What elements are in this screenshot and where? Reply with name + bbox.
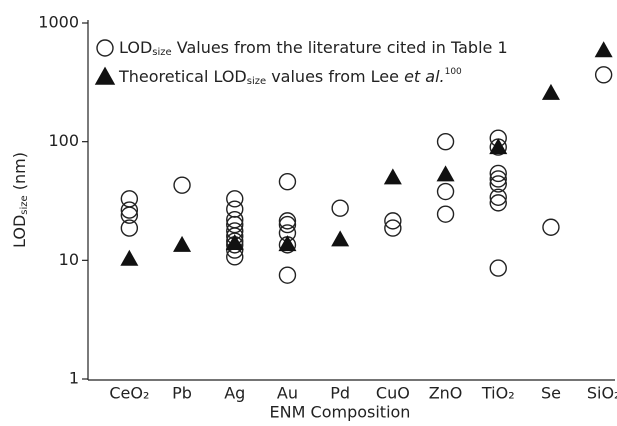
data-point	[278, 172, 297, 191]
data-point	[331, 230, 350, 247]
data-point	[594, 41, 613, 58]
y-axis-title: LODsize (nm)	[10, 152, 31, 248]
legend-marker	[96, 39, 114, 57]
data-point	[436, 165, 455, 182]
data-point	[489, 138, 508, 155]
data-point	[278, 235, 297, 252]
data-point	[489, 194, 507, 212]
x-tick-label: Pb	[172, 384, 192, 403]
data-point	[120, 249, 139, 266]
y-tick-label: 10	[59, 250, 79, 269]
data-point	[278, 212, 297, 230]
data-point	[173, 235, 192, 252]
data-point	[226, 248, 244, 266]
data-point	[120, 219, 139, 237]
text-part: (nm)	[10, 152, 29, 195]
x-tick-label: Se	[541, 384, 561, 403]
text-part: size	[247, 76, 266, 87]
data-point	[226, 190, 244, 208]
y-tick-label: 1	[69, 369, 79, 388]
x-axis-title: ENM Composition	[270, 403, 411, 422]
data-point	[384, 212, 402, 230]
data-point	[489, 188, 507, 206]
x-tick-label: SiO₂	[587, 384, 617, 403]
data-point	[489, 259, 507, 277]
text-part: 100	[445, 67, 462, 77]
text-part: size	[152, 47, 171, 58]
x-tick-label: Ag	[224, 384, 245, 403]
text-part: values from Lee	[266, 67, 404, 86]
data-point	[542, 218, 560, 236]
data-point	[541, 83, 560, 100]
x-tick-label: Pd	[330, 384, 350, 403]
legend-marker	[94, 66, 116, 85]
x-tick-label: CeO₂	[109, 384, 149, 403]
x-tick-label: Au	[277, 384, 298, 403]
text-part: et al.	[404, 67, 445, 86]
text-part: Theoretical LOD	[118, 67, 247, 86]
data-point	[120, 201, 139, 219]
text-part: Values from the literature cited in Tabl…	[172, 38, 508, 57]
data-point	[278, 266, 297, 284]
data-point	[436, 132, 455, 151]
data-point	[594, 66, 613, 84]
text-part: size	[19, 195, 30, 214]
data-point	[489, 175, 507, 193]
data-point	[436, 182, 455, 201]
x-tick-label: CuO	[376, 384, 410, 403]
x-tick-label: ZnO	[429, 384, 463, 403]
data-point	[278, 215, 297, 234]
x-tick-label: TiO₂	[481, 384, 515, 403]
y-tick-label: 100	[48, 131, 79, 150]
text-part: LOD	[10, 215, 29, 248]
data-point	[384, 219, 402, 237]
legend-label: Theoretical LODsize values from Lee et a…	[118, 67, 462, 88]
data-point	[489, 164, 507, 183]
data-point	[331, 199, 349, 217]
data-point	[225, 233, 244, 250]
data-point	[383, 168, 402, 185]
data-point	[436, 205, 455, 223]
text-part: LOD	[119, 38, 152, 57]
legend-label: LODsize Values from the literature cited…	[119, 38, 508, 59]
data-point	[173, 176, 191, 194]
y-tick-label: 1000	[38, 13, 79, 32]
data-point	[120, 206, 139, 224]
data-point	[489, 170, 507, 188]
